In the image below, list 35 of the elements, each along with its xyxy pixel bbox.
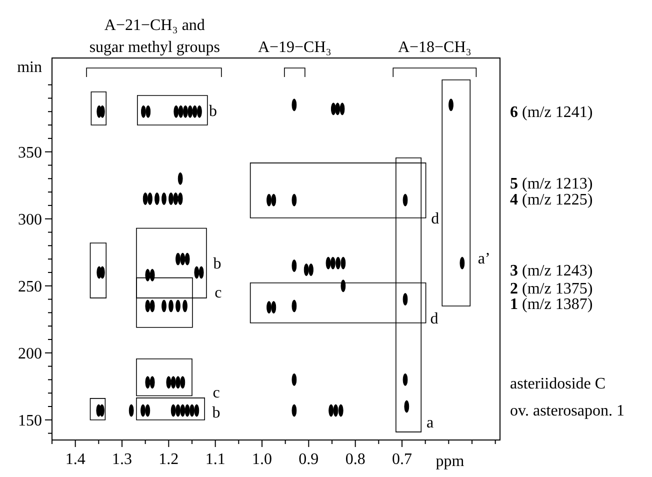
- text: 4 (m/z 1225): [510, 191, 593, 208]
- x-tick-label: 1.1: [205, 451, 226, 468]
- annotation: a’: [478, 250, 490, 268]
- text: asteriidoside C: [510, 376, 606, 392]
- text: 6 (m/z 1241): [510, 104, 593, 122]
- y-tick-label: 350: [18, 144, 42, 162]
- y-tick-label: 200: [18, 345, 42, 362]
- annotation: b: [213, 256, 222, 273]
- annotation: b: [212, 404, 220, 422]
- x-tick-label: 1.0: [252, 451, 272, 468]
- x-tick-label: 0.7: [392, 451, 412, 468]
- y-axis-title: min: [17, 59, 42, 76]
- x-tick-label: 1.3: [112, 451, 132, 468]
- text: A−21−CH₃ and sugar methyl groups: [89, 17, 220, 56]
- text: ov. asterosapon. 1: [510, 402, 624, 420]
- x-axis-title: ppm: [436, 453, 465, 470]
- annotation: d: [430, 310, 438, 328]
- text: 5 (m/z 1213): [510, 176, 593, 193]
- annotation: c: [212, 384, 220, 402]
- x-tick-label: 1.2: [158, 451, 179, 468]
- annotation: d: [431, 210, 440, 228]
- text: 1 (m/z 1387): [510, 296, 593, 313]
- annotation: b: [209, 102, 217, 120]
- y-tick-label: 300: [18, 211, 42, 228]
- text: 3 (m/z 1243): [510, 262, 593, 280]
- y-tick-label: 250: [18, 278, 42, 296]
- annotation: c: [214, 284, 222, 302]
- text: A−18−CH₃: [398, 39, 472, 56]
- y-tick-label: 150: [18, 412, 42, 430]
- text: A−19−CH₃: [258, 39, 332, 56]
- x-tick-label: 0.8: [345, 451, 366, 468]
- text: 2 (m/z 1375): [510, 280, 593, 298]
- annotation: a: [426, 414, 434, 432]
- x-tick-label: 1.4: [65, 451, 86, 468]
- x-tick-label: 0.9: [298, 451, 319, 468]
